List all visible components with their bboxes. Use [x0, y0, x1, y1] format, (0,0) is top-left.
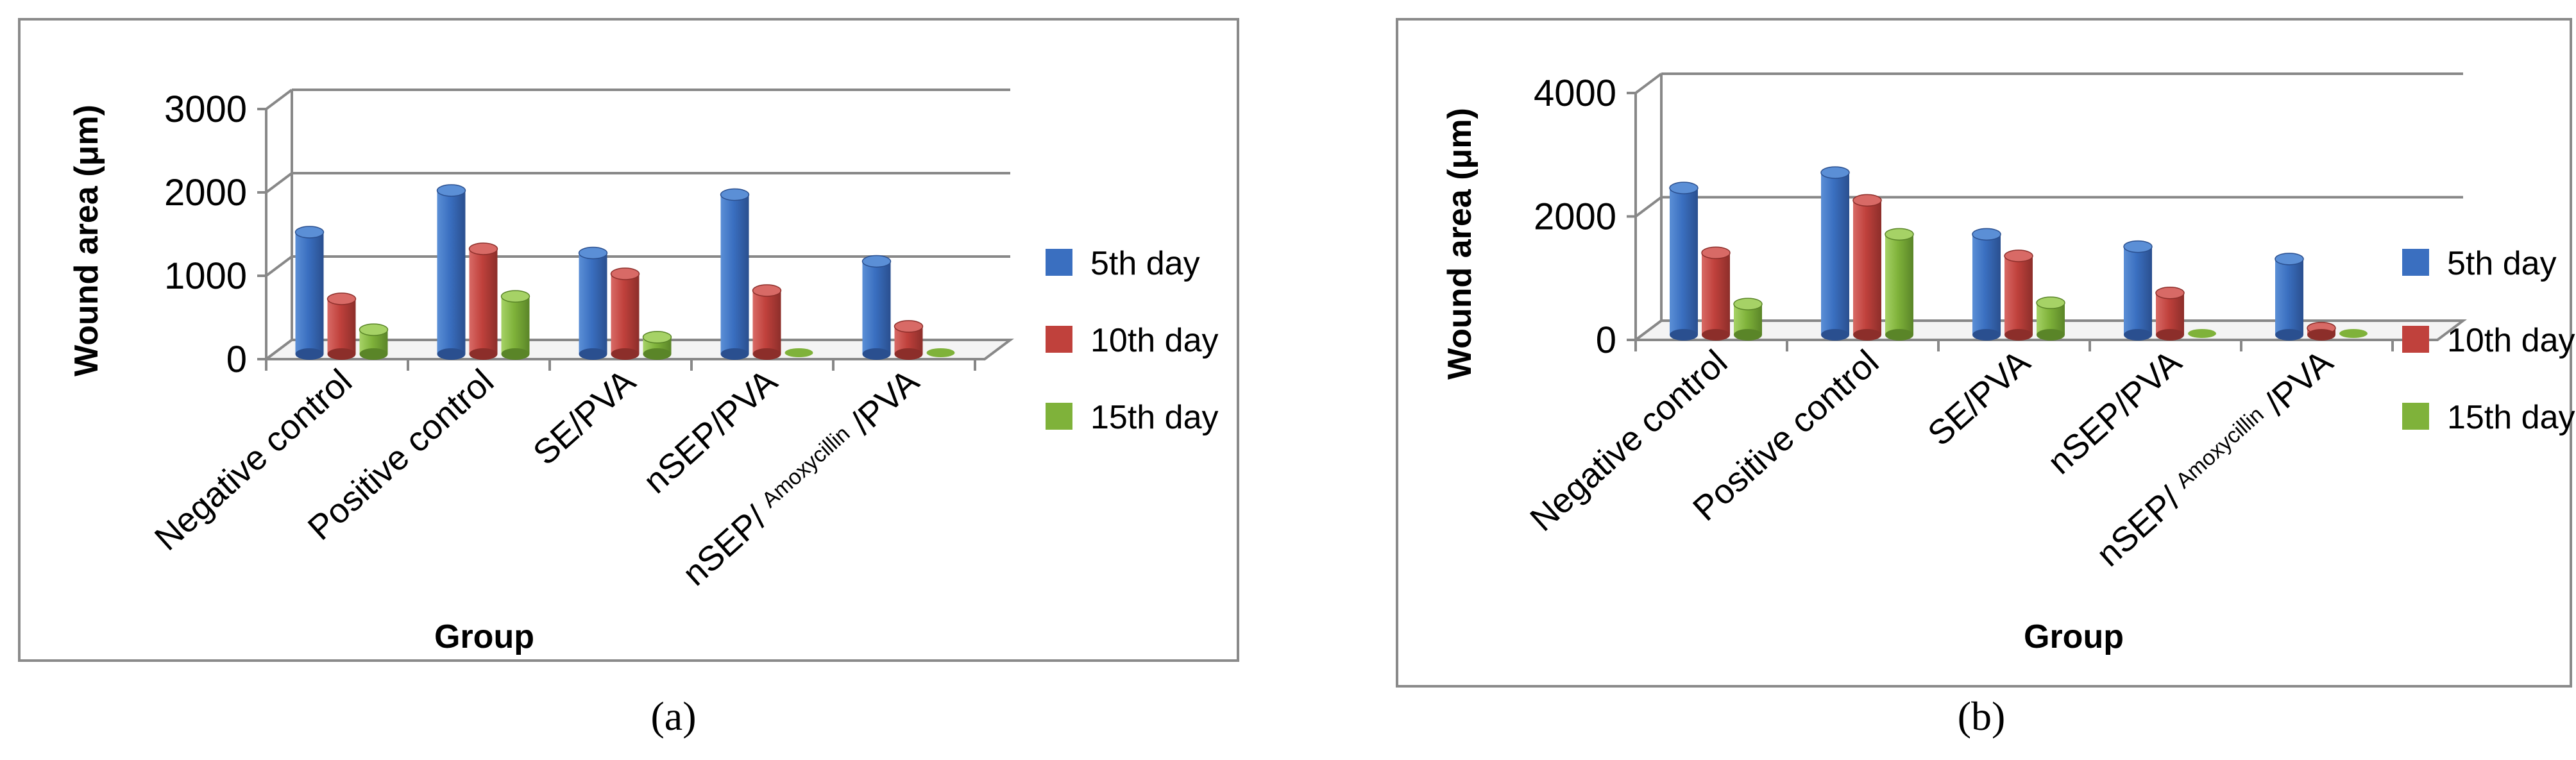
bar-15th-3	[784, 348, 813, 357]
legend-swatch-15th	[1046, 403, 1072, 430]
bar-10th-0	[1701, 246, 1731, 341]
legend-label-15th: 15th day	[1090, 399, 1219, 436]
bar-10th-4	[2307, 321, 2336, 341]
legend-label-15th: 15th day	[2447, 399, 2575, 436]
chart-frame	[1396, 18, 2572, 688]
bar-10th-3	[752, 284, 782, 360]
gridline-depth	[265, 89, 293, 110]
legend-swatch-15th	[2402, 403, 2429, 430]
bar-10th-2	[2004, 249, 2033, 341]
legend-swatch-5th	[1046, 249, 1072, 276]
y-tick-label: 3000	[164, 89, 247, 130]
y-tick-label: 2000	[164, 172, 247, 214]
bar-10th-2	[610, 267, 640, 360]
bar-10th-3	[2155, 287, 2185, 341]
legend-swatch-10th	[1046, 326, 1072, 353]
y-tick-label: 2000	[1534, 196, 1616, 238]
bar-10th-0	[326, 292, 357, 360]
bar-5th-4	[861, 255, 892, 360]
bar-10th-1	[1852, 194, 1882, 341]
bar-15th-4	[2339, 329, 2368, 338]
legend-label-10th: 10th day	[1090, 322, 1219, 359]
bar-15th-3	[2188, 329, 2216, 338]
bar-15th-0	[359, 323, 389, 360]
legend-label-5th: 5th day	[1090, 245, 1200, 282]
bar-15th-2	[2036, 296, 2065, 341]
gridline-depth	[1634, 72, 1663, 94]
bar-15th-1	[500, 290, 530, 360]
y-tick-label: 0	[226, 339, 247, 380]
bar-10th-4	[894, 320, 924, 360]
legend-label-10th: 10th day	[2447, 322, 2575, 359]
y-tick-label: 1000	[164, 255, 247, 297]
legend-label-5th: 5th day	[2447, 245, 2557, 282]
x-axis-title: Group	[434, 618, 534, 655]
gridline-depth	[265, 172, 293, 194]
y-axis-title: Wound area (μm)	[68, 105, 105, 376]
y-tick-label: 4000	[1534, 72, 1616, 114]
legend-swatch-5th	[2402, 249, 2429, 276]
y-tick-label: 0	[1596, 319, 1616, 361]
bar-5th-1	[1820, 166, 1850, 341]
bar-15th-0	[1733, 298, 1763, 341]
bar-5th-0	[294, 226, 325, 360]
bar-5th-0	[1669, 182, 1699, 341]
chart-panel-a: 0 1000 2000 3000 Negative control Positive co…	[18, 18, 1239, 739]
bar-5th-2	[1972, 228, 2001, 341]
bar-5th-1	[436, 184, 466, 360]
chart-panel-b: 0 2000 4000 Negative control Positive contro…	[1288, 0, 2576, 760]
bar-15th-1	[1885, 228, 1914, 341]
panel-label-b: (b)	[1957, 693, 2006, 739]
bar-5th-2	[578, 246, 608, 360]
gridline-depth	[1634, 196, 1663, 218]
x-axis-title: Group	[2024, 618, 2124, 655]
legend-swatch-10th	[2402, 326, 2429, 353]
gridline-depth	[265, 255, 293, 277]
bar-5th-4	[2275, 253, 2304, 341]
bar-15th-4	[926, 348, 955, 357]
bar-5th-3	[2123, 240, 2153, 341]
panel-label-a: (a)	[650, 693, 697, 739]
bar-15th-2	[642, 331, 672, 360]
y-axis-title: Wound area (μm)	[1441, 108, 1479, 380]
bar-5th-3	[720, 188, 750, 360]
bar-10th-1	[468, 242, 498, 360]
